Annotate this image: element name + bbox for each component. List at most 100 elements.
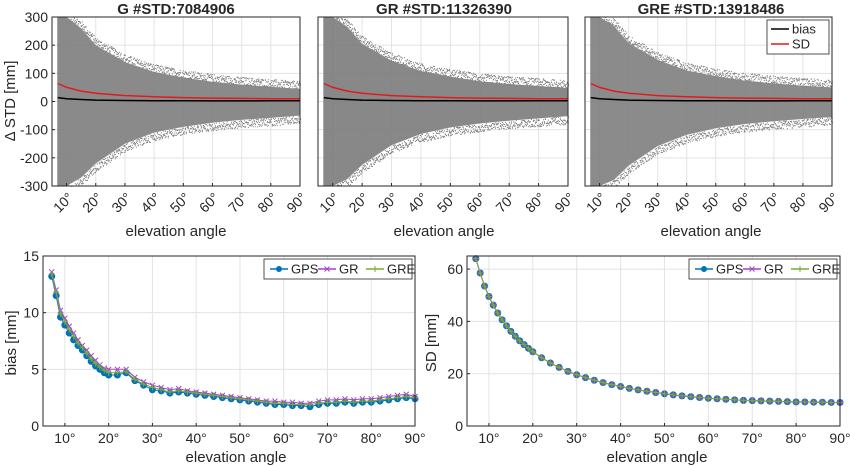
scatter-point <box>207 130 209 132</box>
scatter-point <box>635 41 637 43</box>
scatter-point <box>463 131 465 133</box>
scatter-point <box>223 127 225 129</box>
scatter-point <box>485 122 487 124</box>
scatter-point <box>233 78 235 80</box>
scatter-point <box>155 68 157 70</box>
scatter-point <box>663 61 665 63</box>
scatter-point <box>502 126 504 128</box>
scatter-point <box>102 165 104 167</box>
scatter-point <box>482 79 484 81</box>
scatter-point <box>84 26 86 28</box>
scatter-point <box>106 163 108 165</box>
scatter-point <box>639 44 641 46</box>
scatter-point <box>619 26 621 28</box>
scatter-point <box>646 160 648 162</box>
scatter-point <box>261 84 263 86</box>
scatter-point <box>184 71 186 73</box>
scatter-point <box>175 73 177 75</box>
scatter-point <box>75 22 77 24</box>
scatter-point <box>274 118 276 120</box>
scatter-point <box>218 125 220 127</box>
scatter-point <box>85 26 87 28</box>
scatter-point <box>603 184 605 186</box>
scatter-point <box>230 122 232 124</box>
scatter-point <box>548 122 550 124</box>
scatter-point <box>726 128 728 130</box>
scatter-point <box>74 19 76 21</box>
scatter-point <box>679 66 681 68</box>
scatter-point <box>669 142 671 144</box>
scatter-point <box>393 57 395 59</box>
scatter-point <box>803 83 805 85</box>
scatter-point <box>434 71 436 73</box>
scatter-point <box>527 120 529 122</box>
scatter-point <box>696 66 698 68</box>
scatter-point <box>350 23 352 25</box>
x-tick-label: 90° <box>815 189 841 215</box>
scatter-point <box>136 139 138 141</box>
scatter-point <box>335 17 337 19</box>
scatter-point <box>741 77 743 79</box>
scatter-point <box>349 176 351 178</box>
scatter-point <box>483 126 485 128</box>
scatter-point <box>430 136 432 138</box>
scatter-point <box>638 43 640 45</box>
scatter-point <box>386 154 388 156</box>
scatter-point <box>382 51 384 53</box>
scatter-point <box>704 137 706 139</box>
scatter-point <box>151 66 153 68</box>
scatter-point <box>477 126 479 128</box>
scatter-point <box>374 159 376 161</box>
scatter-point <box>770 81 772 83</box>
scatter-point <box>676 60 678 62</box>
scatter-point <box>440 130 442 132</box>
scatter-point <box>237 124 239 126</box>
scatter-point <box>631 164 633 166</box>
scatter-point <box>639 45 641 47</box>
scatter-point <box>721 132 723 134</box>
scatter-point <box>542 78 544 80</box>
scatter-point <box>269 83 271 85</box>
scatter-point <box>701 71 703 73</box>
scatter-point <box>475 74 477 76</box>
scatter-point <box>709 136 711 138</box>
scatter-point <box>824 119 826 121</box>
scatter-point <box>490 74 492 76</box>
scatter-point <box>792 80 794 82</box>
scatter-point <box>707 73 709 75</box>
scatter-point <box>608 22 610 24</box>
scatter-point <box>170 69 172 71</box>
scatter-point <box>258 81 260 83</box>
scatter-point <box>635 161 637 163</box>
scatter-point <box>174 128 176 130</box>
scatter-point <box>364 39 366 41</box>
scatter-point <box>541 82 543 84</box>
scatter-point <box>260 80 262 82</box>
scatter-point <box>658 54 660 56</box>
scatter-point <box>667 144 669 146</box>
scatter-point <box>296 121 298 123</box>
scatter-point <box>254 124 256 126</box>
scatter-point <box>449 135 451 137</box>
scatter-point <box>629 171 631 173</box>
scatter-point <box>390 152 392 154</box>
scatter-point <box>187 126 189 128</box>
scatter-point <box>683 140 685 142</box>
scatter-point <box>145 140 147 142</box>
scatter-point <box>81 21 83 23</box>
scatter-point <box>84 31 86 33</box>
scatter-point <box>382 48 384 50</box>
scatter-point <box>75 184 77 186</box>
scatter-point <box>548 124 550 126</box>
scatter-point <box>364 167 366 169</box>
scatter-point <box>169 131 171 133</box>
scatter-point <box>478 127 480 129</box>
scatter-point <box>674 62 676 64</box>
scatter-point <box>793 125 795 127</box>
scatter-point <box>764 123 766 125</box>
scatter-point <box>258 121 260 123</box>
scatter-point <box>552 84 554 86</box>
scatter-point <box>209 73 211 75</box>
scatter-point <box>676 141 678 143</box>
scatter-point <box>685 140 687 142</box>
